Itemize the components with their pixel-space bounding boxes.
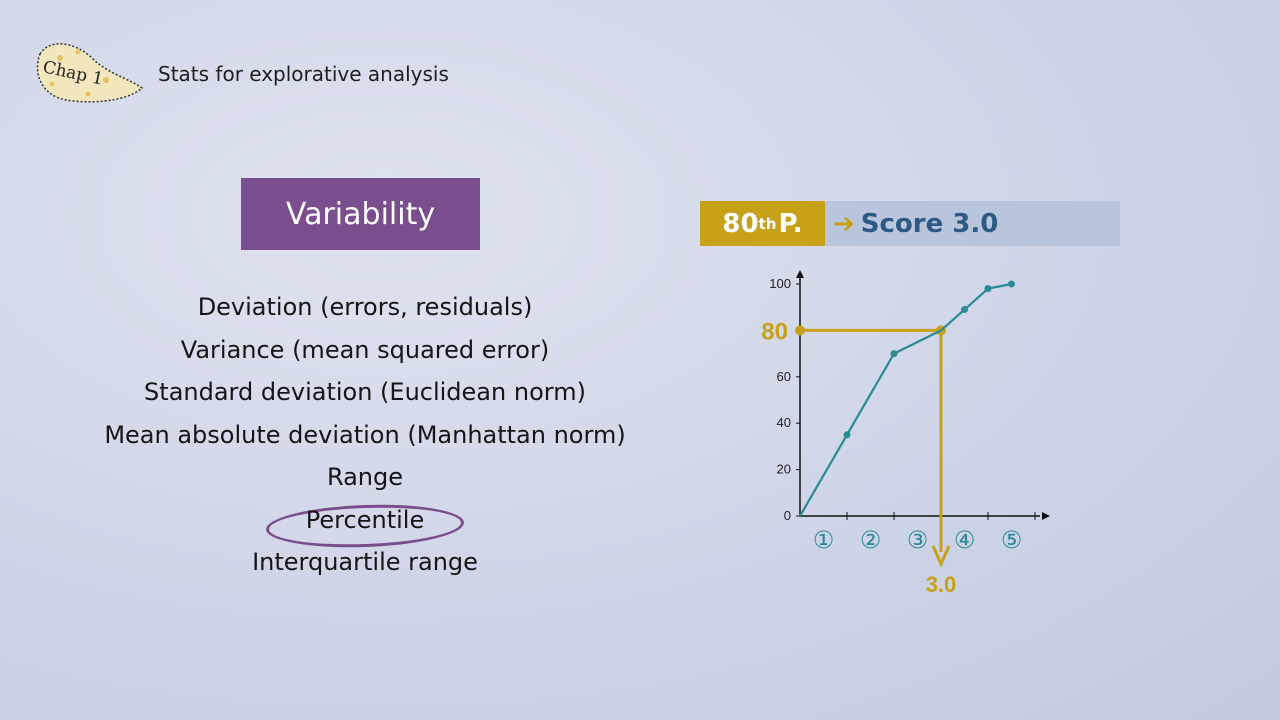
topic-item: Variance (mean squared error) [180, 335, 550, 364]
percentile-dot [795, 325, 805, 336]
x-tick-label: ② [860, 526, 882, 554]
y-tick-label: 0 [784, 508, 791, 523]
page-title: Stats for explorative analysis [158, 62, 449, 86]
data-point [961, 306, 968, 314]
section-title: Variability [241, 178, 480, 250]
x-tick-label: ④ [954, 526, 976, 554]
data-point [984, 285, 992, 293]
topic-item: Deviation (errors, residuals) [197, 293, 533, 321]
y-axis-arrow [796, 270, 804, 278]
result-label: 3.0 [926, 572, 957, 597]
score-label: Score 3.0 [860, 208, 999, 239]
topic-item: Standard deviation (Euclidean norm) [144, 378, 586, 406]
data-point [890, 350, 898, 358]
y-tick-label: 100 [769, 276, 791, 291]
topic-item: Mean absolute deviation (Manhattan norm) [104, 420, 626, 449]
cumulative-chart: 0 20 40 60 100 ① ② ③ ④ ⑤ 80 3.0 [761, 270, 1050, 597]
percentile-label: 80 [761, 318, 788, 345]
x-axis-arrow [1042, 512, 1050, 520]
topic-item: Interquartile range [252, 548, 478, 576]
topic-list: Deviation (errors, residuals) Variance (… [40, 286, 690, 584]
topic-item: Range [326, 463, 404, 491]
data-point [843, 431, 851, 439]
x-tick-label: ⑤ [1001, 526, 1023, 554]
down-arrow-icon [931, 545, 951, 568]
topic-item-highlighted: Percentile [40, 499, 690, 550]
y-tick-label: 60 [777, 369, 791, 384]
y-tick-label: 40 [777, 415, 791, 430]
y-tick-label: 20 [777, 462, 791, 477]
series-line [799, 282, 1012, 517]
data-point [1008, 280, 1015, 288]
x-tick-label: ③ [907, 526, 929, 554]
arrow-right-icon: ➔ [833, 208, 855, 239]
chapter-badge: Chap 1 [36, 43, 144, 103]
x-tick-label: ① [813, 526, 835, 554]
